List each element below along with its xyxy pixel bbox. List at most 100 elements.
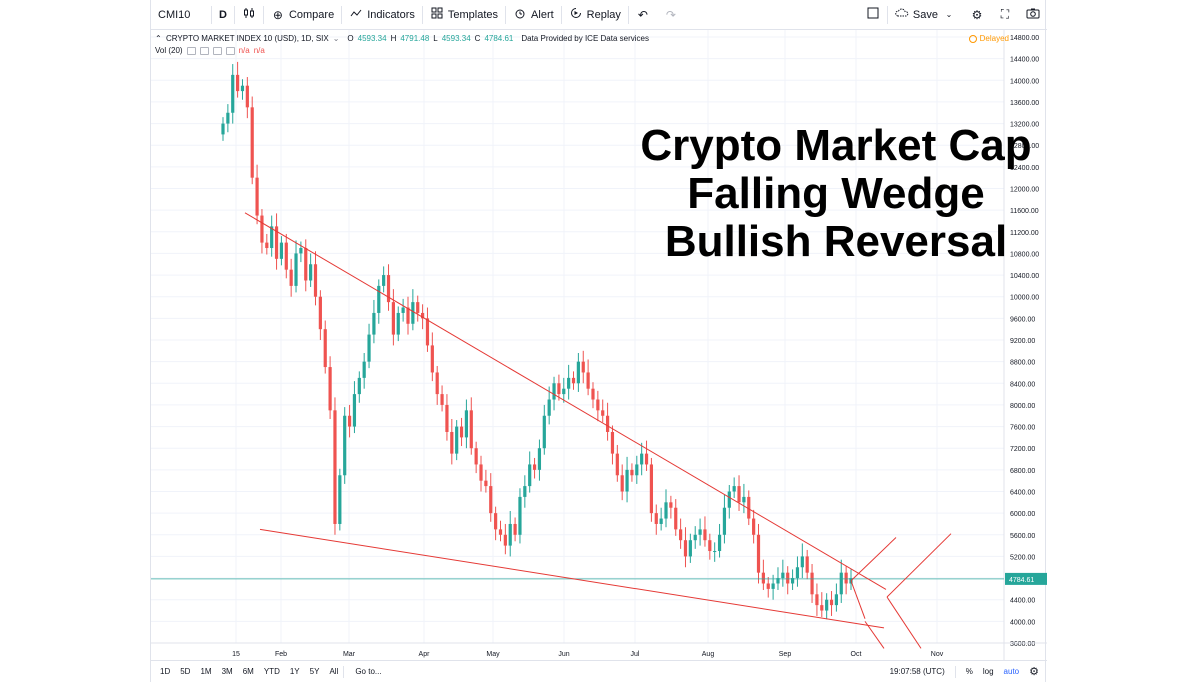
y-tick-label: 12400.00 bbox=[1010, 165, 1039, 172]
candle-body bbox=[674, 507, 678, 530]
breakout-line bbox=[850, 580, 866, 619]
candle-body bbox=[781, 572, 785, 579]
interval-button[interactable]: D bbox=[212, 0, 234, 30]
auto-toggle[interactable]: auto bbox=[1003, 667, 1020, 676]
range-5d[interactable]: 5D bbox=[180, 667, 191, 676]
candle-body bbox=[508, 523, 512, 546]
last-price-label: 4784.61 bbox=[1009, 577, 1034, 584]
candle-body bbox=[567, 377, 571, 389]
range-ytd[interactable]: YTD bbox=[263, 667, 280, 676]
range-3m[interactable]: 3M bbox=[221, 667, 233, 676]
chart-type-button[interactable] bbox=[235, 0, 263, 30]
candle-body bbox=[411, 302, 415, 324]
y-tick-label: 10800.00 bbox=[1010, 251, 1039, 258]
candle-body bbox=[323, 329, 327, 368]
candle-body bbox=[386, 275, 391, 303]
candle-body bbox=[338, 475, 342, 524]
candle-body bbox=[479, 464, 483, 481]
save-button[interactable]: Save ⌄ bbox=[888, 0, 963, 30]
candle-body bbox=[377, 285, 381, 313]
candlestick-icon bbox=[242, 7, 256, 22]
layout-button[interactable] bbox=[859, 0, 887, 30]
chevron-down-icon: ⌄ bbox=[945, 10, 953, 19]
candle-body bbox=[644, 453, 649, 465]
candle-body bbox=[747, 496, 751, 519]
candle-body bbox=[255, 177, 259, 216]
top-toolbar: CMI10 D ⊕ Compare Indicators bbox=[151, 0, 1047, 30]
y-tick-label: 4000.00 bbox=[1010, 619, 1035, 626]
log-toggle[interactable]: log bbox=[982, 667, 994, 676]
candle-body bbox=[756, 534, 761, 573]
close-mini-icon[interactable] bbox=[212, 46, 222, 55]
divider bbox=[886, 5, 888, 24]
series-menu-icon[interactable]: ⌄ bbox=[332, 34, 340, 43]
symbol-search-button[interactable]: CMI10 bbox=[151, 0, 211, 30]
candle-body bbox=[742, 496, 746, 503]
range-6m[interactable]: 6M bbox=[242, 667, 254, 676]
range-1m[interactable]: 1M bbox=[200, 667, 212, 676]
range-all[interactable]: All bbox=[329, 667, 339, 676]
fullscreen-button[interactable]: ⛶ bbox=[991, 0, 1019, 30]
y-tick-label: 10000.00 bbox=[1010, 295, 1039, 302]
bottom-toolbar: 1D 5D 1M 3M 6M YTD 1Y 5Y All Go to... 19… bbox=[151, 660, 1047, 682]
candle-body bbox=[708, 540, 712, 552]
y-tick-label: 5600.00 bbox=[1010, 533, 1035, 540]
candle-body bbox=[391, 302, 395, 335]
gear-icon: ⚙ bbox=[971, 7, 983, 22]
undo-button[interactable]: ↶ bbox=[629, 0, 657, 30]
indicators-button[interactable]: Indicators bbox=[342, 0, 422, 30]
compare-button[interactable]: ⊕ Compare bbox=[264, 0, 341, 30]
candle-body bbox=[761, 572, 765, 584]
overlay-line-1: Crypto Market Cap bbox=[640, 121, 1032, 170]
volume-value-1: n/a bbox=[238, 46, 250, 55]
candle-body bbox=[557, 383, 561, 395]
snapshot-button[interactable] bbox=[1019, 0, 1047, 30]
low-label: L bbox=[433, 34, 438, 43]
range-5y[interactable]: 5Y bbox=[309, 667, 320, 676]
goto-button[interactable]: Go to... bbox=[355, 667, 382, 676]
candle-body bbox=[221, 123, 225, 135]
eye-icon[interactable] bbox=[186, 46, 196, 55]
divider bbox=[560, 5, 562, 24]
candle-body bbox=[581, 361, 585, 373]
volume-title: Vol (20) bbox=[155, 46, 183, 55]
price-chart[interactable]: 14800.00 14400.00 14000.00 13600.00 13200.00… bbox=[151, 30, 1047, 660]
fullscreen-icon: ⛶ bbox=[1000, 7, 1010, 21]
y-tick-label: 6000.00 bbox=[1010, 511, 1035, 518]
gear-icon[interactable]: ⚙ bbox=[1029, 666, 1039, 678]
alert-button[interactable]: Alert bbox=[506, 0, 561, 30]
replay-button[interactable]: Replay bbox=[562, 0, 628, 30]
y-tick-label: 9600.00 bbox=[1010, 316, 1035, 323]
settings-button[interactable]: ⚙ bbox=[963, 0, 991, 30]
candle-body bbox=[523, 486, 527, 497]
divider bbox=[343, 665, 345, 678]
layout-icon bbox=[866, 7, 880, 22]
templates-button[interactable]: Templates bbox=[423, 0, 505, 30]
redo-button[interactable]: ↷ bbox=[657, 0, 685, 30]
y-tick-label: 8000.00 bbox=[1010, 403, 1035, 410]
x-tick-label: Nov bbox=[931, 651, 944, 658]
trend-icon bbox=[349, 7, 363, 22]
settings-mini-icon[interactable] bbox=[199, 46, 209, 55]
alarm-clock-icon bbox=[513, 7, 527, 22]
chart-pane[interactable]: 14800.00 14400.00 14000.00 13600.00 13200.00… bbox=[151, 30, 1047, 660]
delayed-badge[interactable]: Delayed bbox=[968, 34, 1009, 43]
undo-icon: ↶ bbox=[637, 7, 648, 22]
candle-body bbox=[250, 107, 254, 178]
open-label: O bbox=[347, 34, 354, 43]
candle-body bbox=[815, 594, 819, 606]
range-1y[interactable]: 1Y bbox=[289, 667, 300, 676]
open-value: 4593.34 bbox=[357, 34, 387, 43]
candle-body bbox=[469, 410, 473, 449]
chart-app: CMI10 D ⊕ Compare Indicators bbox=[150, 0, 1047, 682]
candle-body bbox=[406, 307, 410, 324]
percent-toggle[interactable]: % bbox=[965, 667, 973, 676]
collapse-legend-icon[interactable]: ⌃ bbox=[155, 34, 162, 43]
range-1d[interactable]: 1D bbox=[160, 667, 171, 676]
wedge-upper-trendline bbox=[244, 212, 887, 590]
clock-time[interactable]: 19:07:58 (UTC) bbox=[889, 667, 945, 676]
candle-body bbox=[313, 264, 318, 297]
y-tick-label: 14800.00 bbox=[1010, 35, 1039, 42]
divider bbox=[954, 665, 956, 678]
more-mini-icon[interactable] bbox=[225, 46, 235, 55]
